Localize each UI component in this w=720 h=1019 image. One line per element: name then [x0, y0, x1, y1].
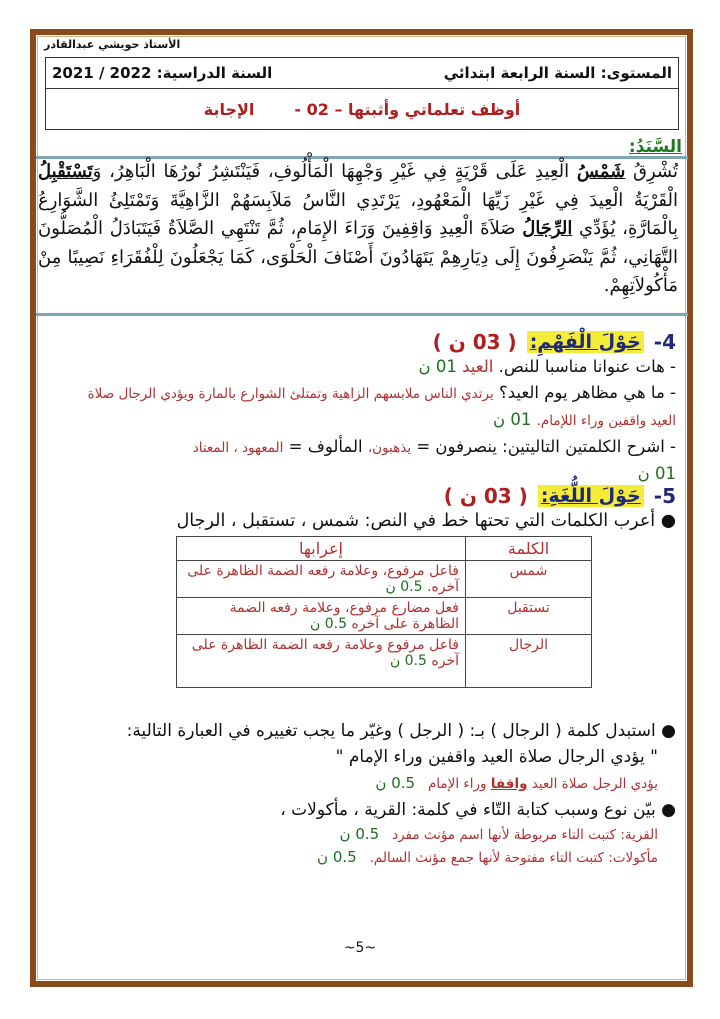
divider: [36, 156, 688, 159]
table-row: شمس فاعل مرفوع، وعلامة رفعه الضمة الظاهرة…: [176, 560, 592, 598]
taa-answer-2: مأكولات: كتبت التاء مفتوحة لأنها جمع مؤن…: [317, 848, 658, 866]
answer-label: الإجابة: [203, 99, 255, 119]
passage: تُشْرِقُ شَمْسُ الْعِيدِ عَلَى قَرْيَةٍ …: [38, 161, 679, 296]
taa-answer-1: القرية: كتبت التاء مربوطة لأنها اسم مؤنث…: [339, 825, 658, 843]
taa-question: ● بيّن نوع وسبب كتابة التّاء في كلمة: ال…: [280, 800, 676, 820]
question-1: - هات عنوانا مناسبا للنص. العيد 01 ن: [418, 357, 676, 376]
sanad-label: السَّنَدُ:: [628, 137, 682, 157]
replace-answer: يؤدي الرجل صلاة العيد واقفا وراء الإمام …: [375, 774, 658, 792]
school-year: السنة الدراسية: 2021 / 2022: [52, 64, 273, 82]
table-row: الرجال فاعل مرفوع وعلامة رفعه الضمة الظاه…: [176, 634, 592, 688]
header-box: المستوى: السنة الرابعة ابتدائي السنة الد…: [45, 57, 679, 130]
replace-quote: " يؤدي الرجال صلاة العيد واقفين وراء الإ…: [335, 747, 658, 767]
question-2: - ما هي مظاهر يوم العيد؟ يرتدي الناس ملا…: [87, 383, 676, 429]
section-comprehension: -4 حَوْلَ الْفَهْمِ: ( 03 ن ) - هات عنوا…: [76, 330, 676, 487]
section-language: -5 حَوْلَ اللُّغَةِ: ( 03 ن ) ● أعرب الك…: [56, 484, 676, 869]
teacher-name: الأستاذ حويشي عبدالقادر: [44, 38, 181, 51]
table-row: تستقبل فعل مضارع مرفوع، وعلامة رفعه الضمة…: [176, 597, 592, 635]
parse-question: ● أعرب الكلمات التي تحتها خط في النص: شم…: [176, 511, 676, 531]
replace-question: ● استبدل كلمة ( الرجال ) بـ: ( الرجل ) و…: [126, 721, 676, 741]
level: المستوى: السنة الرابعة ابتدائي: [443, 64, 672, 82]
divider: [36, 313, 688, 316]
page-frame: [30, 29, 693, 987]
parsing-table: الكلمة إعرابها شمس فاعل مرفوع، وعلامة رفعه…: [176, 536, 592, 688]
question-3: - اشرح الكلمتين التاليتين: ينصرفون = يذه…: [192, 437, 676, 483]
page-number: ~5~: [343, 940, 377, 956]
worksheet-title: أوظف تعلماتي وأثبتها – 02 -: [294, 99, 521, 119]
